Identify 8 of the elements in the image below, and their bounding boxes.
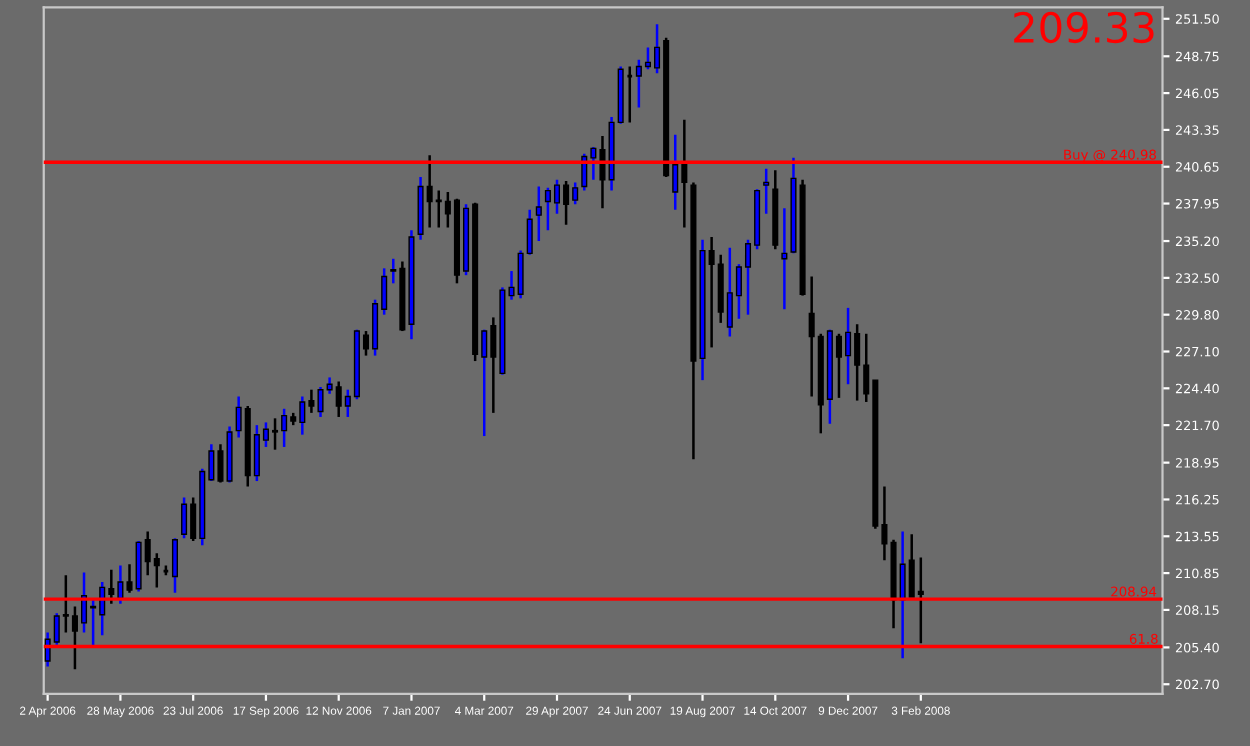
candlestick	[181, 496, 188, 540]
candlestick	[763, 167, 770, 216]
candlestick	[553, 178, 561, 216]
candlestick	[535, 185, 542, 243]
candlestick	[781, 207, 788, 311]
candlestick	[171, 537, 179, 595]
candlestick	[917, 556, 924, 645]
annotation: 209.33	[1014, 11, 1154, 44]
